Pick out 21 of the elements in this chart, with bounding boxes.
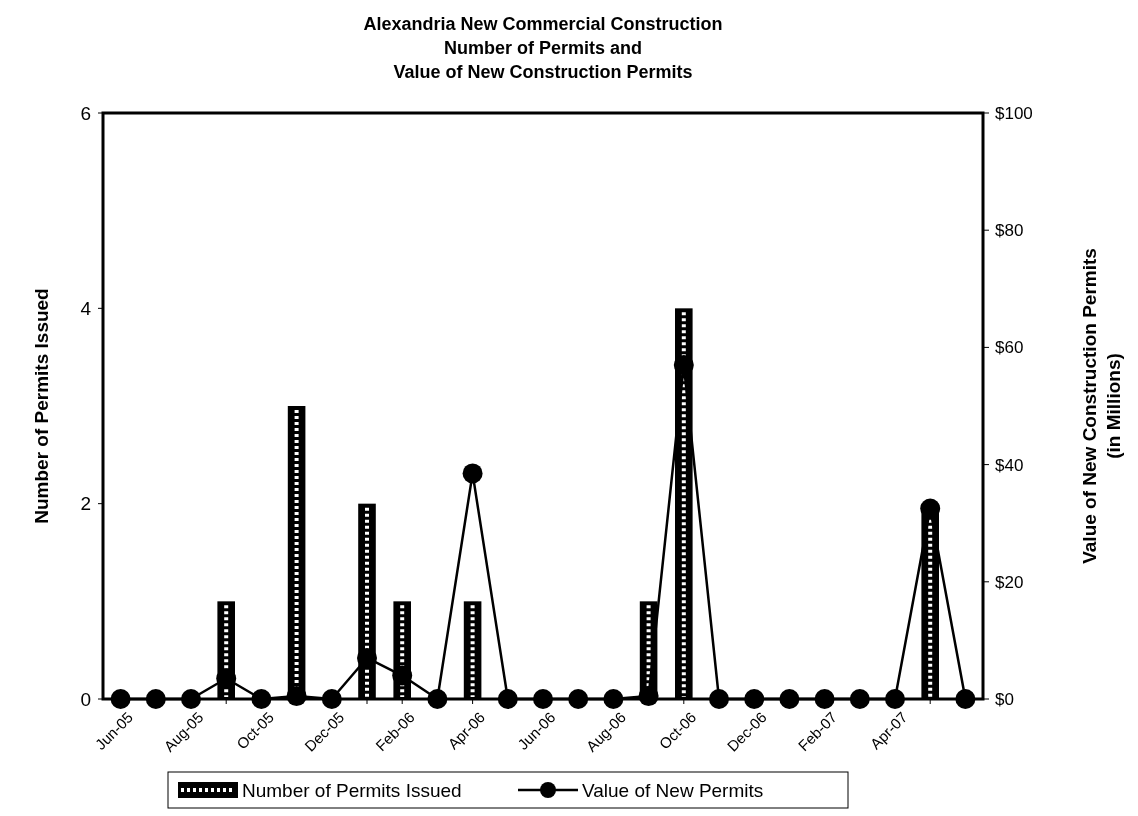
legend-label: Number of Permits Issued <box>242 779 462 801</box>
chart-title: Alexandria New Commercial Construction Number of Permits and Value of New Construction Permits <box>363 14 723 82</box>
y2-tick-label: $100 <box>995 103 1033 123</box>
point <box>392 665 413 686</box>
y2-tick-label: $0 <box>995 689 1014 709</box>
point <box>462 463 483 484</box>
y-tick-label: 2 <box>80 493 91 515</box>
y-tick-label: 6 <box>80 102 91 124</box>
y2-tick-label: $20 <box>995 572 1024 592</box>
y-axis-title: Number of Permits Issued <box>31 288 52 524</box>
y-tick-label: 0 <box>80 688 91 710</box>
y-tick-label: 4 <box>80 297 92 319</box>
y2-tick-label: $60 <box>995 338 1024 358</box>
y2-tick-label: $80 <box>995 221 1024 241</box>
point <box>673 354 694 375</box>
point <box>216 668 237 689</box>
y2-axis-title: Value of New Construction Permits (in Millions) <box>1079 248 1124 564</box>
point <box>357 647 377 668</box>
legend-label: Value of New Permits <box>582 779 764 801</box>
y2-tick-label: $40 <box>995 455 1024 475</box>
point <box>920 498 941 519</box>
